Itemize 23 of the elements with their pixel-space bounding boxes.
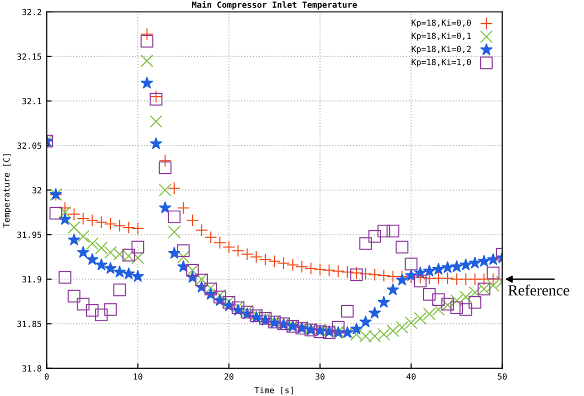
x-tick-label: 50 <box>498 373 507 380</box>
x-tick-label: 20 <box>224 373 234 380</box>
y-tick-label: 31.85 <box>17 320 42 328</box>
y-tick-label: 32 <box>32 187 42 194</box>
y-tick-label: 32.1 <box>22 98 42 104</box>
legend-label: Kp=18,Ki=1,0 <box>412 58 471 67</box>
y-tick-label: 31.9 <box>22 276 42 282</box>
x-axis-title: Time [s] <box>254 386 293 394</box>
legend-label: Kp=18,Ki=0,2 <box>412 46 471 54</box>
chart-title: Main Compressor Inlet Temperature <box>192 0 357 10</box>
y-tick-label: 31.95 <box>17 232 42 238</box>
x-tick-label: 0 <box>44 373 49 380</box>
x-tick-label: 10 <box>134 373 142 380</box>
y-tick-label: 32.05 <box>17 142 42 149</box>
legend-label: Kp=18,Ki=0,1 <box>412 32 471 41</box>
x-tick-label: 30 <box>316 373 325 380</box>
y-tick-label: 31.8 <box>22 365 42 372</box>
y-axis-title: Temperature [C] <box>3 154 12 228</box>
y-tick-label: 32.2 <box>22 8 42 16</box>
x-tick-label: 40 <box>406 373 416 380</box>
legend-label: Kp=18,Ki=0,0 <box>412 19 471 28</box>
y-tick-label: 32.15 <box>17 53 42 60</box>
annotation: Reference <box>508 284 570 296</box>
